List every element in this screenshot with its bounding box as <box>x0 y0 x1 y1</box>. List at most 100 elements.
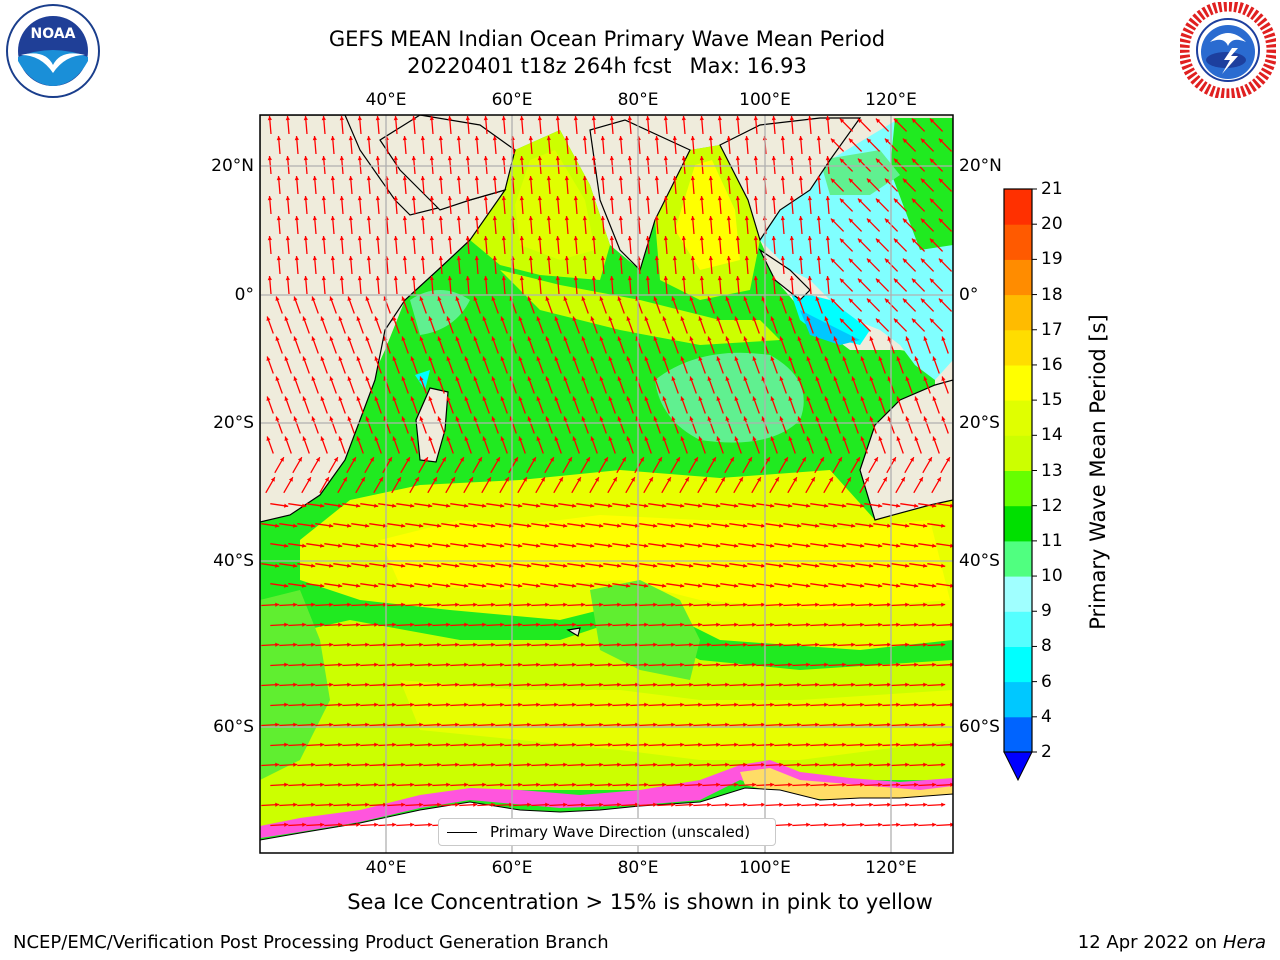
footer-date-text: 12 Apr 2022 on <box>1077 932 1218 953</box>
wave-arrow-head <box>320 583 325 588</box>
wave-arrow-head <box>284 622 289 627</box>
wave-arrow-head <box>860 396 865 401</box>
wave-arrow-head <box>402 176 407 181</box>
wave-arrow-head <box>734 782 739 787</box>
wave-arrow-head <box>500 316 505 321</box>
wave-arrow-head <box>383 523 388 528</box>
wave-arrow-head <box>846 477 851 482</box>
wave-arrow-head <box>653 602 658 607</box>
wave-arrow-head <box>594 477 599 482</box>
wave-arrow-head <box>428 742 433 747</box>
wave-arrow-head <box>887 762 892 767</box>
wave-arrow-head <box>752 583 757 588</box>
wave-arrow-head <box>932 662 937 667</box>
wave-arrow-head <box>428 702 433 707</box>
x-tick-top-40e: 40°E <box>365 90 407 110</box>
wave-arrow-head <box>689 642 694 647</box>
wave-arrow-head <box>815 563 820 568</box>
wave-arrow-head <box>536 316 541 321</box>
wave-arrow-head <box>482 662 487 667</box>
wave-arrow-head <box>275 336 280 341</box>
wave-arrow-head <box>519 156 524 161</box>
wave-arrow-head <box>608 396 613 401</box>
wave-arrow-head <box>608 622 613 627</box>
wave-arrow-head <box>428 356 433 361</box>
wave-arrow-head <box>698 356 703 361</box>
wave-arrow-head <box>518 436 523 441</box>
wave-arrow-head <box>329 602 334 607</box>
wave-arrow-head <box>735 276 740 281</box>
wave-arrow-head <box>293 642 298 647</box>
colorbar-label: 18 <box>1041 284 1063 305</box>
wave-arrow-head <box>929 198 935 203</box>
wave-arrow-head <box>383 563 388 568</box>
wave-arrow-head <box>545 802 550 807</box>
colorbar-label: 20 <box>1041 214 1063 235</box>
wave-arrow-head <box>464 702 469 707</box>
wave-arrow-head <box>789 156 794 161</box>
wave-arrow-head <box>680 316 685 321</box>
wave-arrow-head <box>653 416 658 421</box>
wave-arrow-head <box>473 296 478 301</box>
wave-arrow-head <box>338 356 343 361</box>
wave-arrow-head <box>600 176 605 181</box>
wave-arrow-head <box>401 682 406 687</box>
wave-arrow-head <box>848 218 854 223</box>
wave-arrow-head <box>725 336 730 341</box>
wave-arrow-head <box>465 196 470 201</box>
wave-arrow-head <box>717 156 722 161</box>
wave-arrow-head <box>672 136 677 141</box>
wave-arrow-head <box>923 722 928 727</box>
wave-arrow-head <box>536 742 541 747</box>
wave-arrow-head <box>554 622 559 627</box>
wave-arrow-head <box>884 298 890 303</box>
wave-arrow-head <box>483 116 488 121</box>
wave-arrow-head <box>753 236 758 241</box>
wave-arrow-head <box>923 416 928 421</box>
wave-arrow-head <box>600 216 605 221</box>
wave-arrow-head <box>654 216 659 221</box>
wave-arrow-head <box>941 802 946 807</box>
wave-arrow-head <box>893 118 899 123</box>
wave-arrow-head <box>284 583 289 588</box>
wave-arrow-head <box>902 138 908 143</box>
wave-arrow-head <box>860 356 865 361</box>
wave-arrow-head <box>429 276 434 281</box>
wave-arrow-head <box>824 822 829 827</box>
wave-arrow-head <box>410 662 415 667</box>
wave-arrow-head <box>357 116 362 121</box>
wave-arrow-head <box>860 503 865 508</box>
wave-arrow-head <box>374 356 379 361</box>
wave-arrow-head <box>572 622 577 627</box>
wave-arrow-head <box>770 583 775 588</box>
wave-arrow-head <box>735 156 740 161</box>
wave-arrow-head <box>375 196 380 201</box>
wave-arrow-head <box>911 158 917 163</box>
wave-arrow-head <box>878 662 883 667</box>
wave-arrow-head <box>945 457 950 462</box>
wave-arrow-head <box>662 503 667 508</box>
wave-arrow-head <box>302 316 307 321</box>
wave-arrow-head <box>582 176 587 181</box>
wave-arrow-head <box>545 296 550 301</box>
wave-arrow-head <box>671 296 676 301</box>
wave-arrow-head <box>527 376 532 381</box>
wave-arrow-head <box>482 316 487 321</box>
wave-arrow-head <box>720 477 725 482</box>
wave-arrow-head <box>383 602 388 607</box>
wave-arrow-head <box>464 662 469 667</box>
wave-arrow-head <box>825 156 830 161</box>
colorbar-label: 6 <box>1041 671 1052 692</box>
wave-arrow-head <box>401 762 406 767</box>
wave-arrow-head <box>815 296 820 301</box>
wave-arrow-head <box>848 178 854 183</box>
wave-arrow-head <box>698 662 703 667</box>
wave-arrow-head <box>312 176 317 181</box>
wave-arrow-head <box>591 156 596 161</box>
wave-arrow-head <box>743 336 748 341</box>
colorbar-label: 12 <box>1041 495 1063 516</box>
wave-arrow-head <box>887 722 892 727</box>
wave-arrow-head <box>923 523 928 528</box>
wave-arrow-head <box>320 436 325 441</box>
wave-arrow-head <box>482 396 487 401</box>
